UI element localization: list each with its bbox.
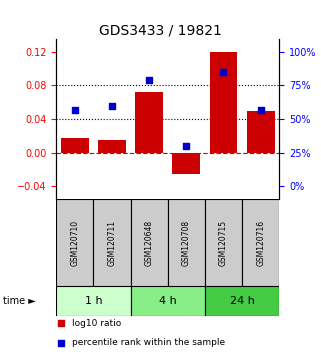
Bar — [205, 199, 242, 286]
Text: percentile rank within the sample: percentile rank within the sample — [72, 338, 225, 347]
Text: 1 h: 1 h — [84, 296, 102, 306]
Bar — [61, 138, 89, 153]
Text: GSM120648: GSM120648 — [145, 220, 154, 266]
Bar — [247, 110, 275, 153]
Point — [58, 320, 63, 326]
Text: GSM120715: GSM120715 — [219, 220, 228, 266]
Text: GSM120710: GSM120710 — [70, 220, 79, 266]
Text: GSM120711: GSM120711 — [108, 220, 117, 266]
Point — [184, 143, 189, 149]
Point — [221, 69, 226, 75]
Point — [58, 340, 63, 346]
Bar — [242, 199, 279, 286]
Point — [72, 107, 77, 113]
Text: 24 h: 24 h — [230, 296, 255, 306]
Text: GDS3433 / 19821: GDS3433 / 19821 — [99, 23, 222, 37]
Bar — [168, 199, 205, 286]
Point — [109, 103, 115, 108]
Bar — [131, 199, 168, 286]
Bar — [172, 153, 200, 174]
Bar — [56, 199, 93, 286]
Bar — [56, 286, 131, 315]
Bar — [98, 140, 126, 153]
Text: GSM120716: GSM120716 — [256, 220, 265, 266]
Bar — [131, 286, 205, 315]
Point — [258, 107, 263, 113]
Text: 4 h: 4 h — [159, 296, 177, 306]
Bar — [210, 52, 238, 153]
Bar — [93, 199, 131, 286]
Bar — [205, 286, 279, 315]
Text: log10 ratio: log10 ratio — [72, 319, 121, 328]
Text: GSM120708: GSM120708 — [182, 220, 191, 266]
Bar — [135, 92, 163, 153]
Text: time ►: time ► — [3, 296, 36, 306]
Point — [147, 77, 152, 83]
